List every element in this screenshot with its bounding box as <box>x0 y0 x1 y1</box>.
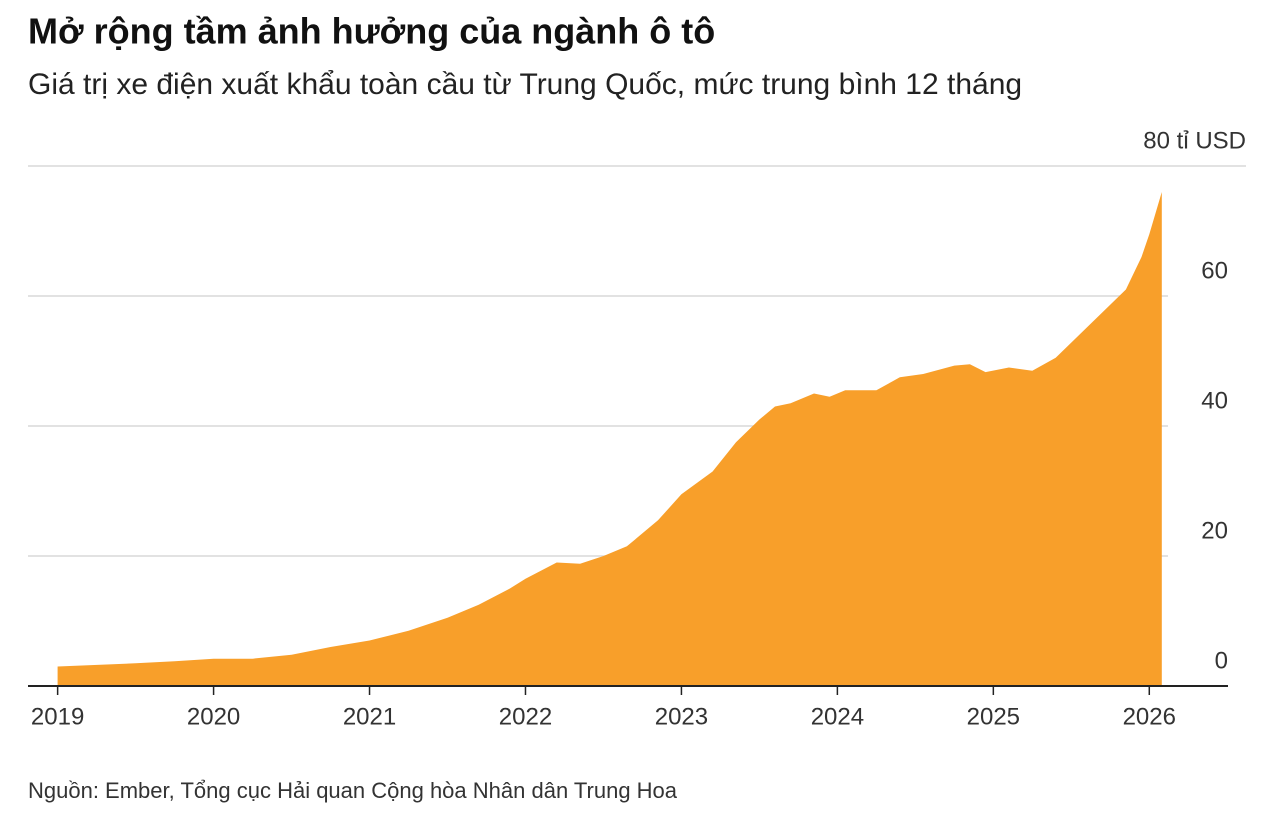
x-tick-label: 2023 <box>655 703 708 730</box>
x-tick-label: 2024 <box>811 703 864 730</box>
source: Nguồn: Ember, Tổng cục Hải quan Cộng hòa… <box>28 778 678 803</box>
y-tick-label: 20 <box>1201 517 1228 544</box>
y-tick-label: 40 <box>1201 387 1228 414</box>
chart-subtitle: Giá trị xe điện xuất khẩu toàn cầu từ Tr… <box>28 68 1022 101</box>
x-tick-label: 2022 <box>499 703 552 730</box>
x-tick-label: 2025 <box>967 703 1020 730</box>
y-tick-label: 60 <box>1201 257 1228 284</box>
x-tick-label: 2019 <box>31 703 84 730</box>
x-tick-label: 2026 <box>1123 703 1176 730</box>
x-tick-label: 2020 <box>187 703 240 730</box>
y-tick-label: 80 tỉ USD <box>1143 127 1246 154</box>
x-tick-label: 2021 <box>343 703 396 730</box>
chart-title: Mở rộng tầm ảnh hưởng của ngành ô tô <box>28 11 715 52</box>
y-tick-label: 0 <box>1215 647 1228 674</box>
area <box>57 192 1162 686</box>
